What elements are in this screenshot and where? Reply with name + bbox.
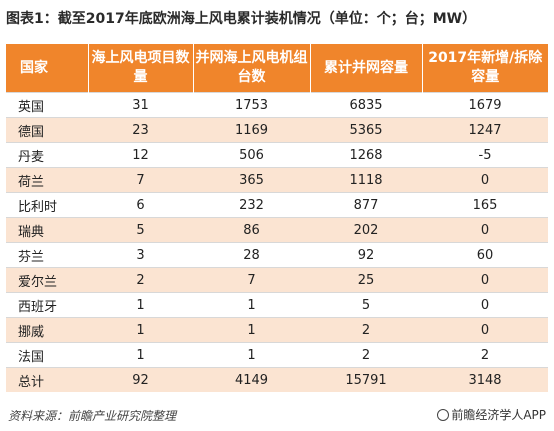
cell-2017-change: 0 [422, 217, 548, 243]
cell-2017-change: 165 [422, 192, 548, 218]
cell-cumulative-capacity: 25 [310, 267, 422, 293]
cell-cumulative-capacity: 1118 [310, 167, 422, 193]
cell-country: 法国 [6, 342, 88, 368]
cell-project-count: 12 [88, 142, 193, 168]
cell-cumulative-capacity: 5 [310, 292, 422, 318]
cell-country: 西班牙 [6, 292, 88, 318]
cell-2017-change: 3148 [422, 367, 548, 392]
header-project-count: 海上风电项目数量 [88, 44, 194, 93]
cell-project-count: 1 [88, 342, 193, 368]
cell-turbine-count: 1753 [193, 92, 310, 118]
cell-country: 英国 [6, 92, 88, 118]
cell-cumulative-capacity: 6835 [310, 92, 422, 118]
cell-cumulative-capacity: 1268 [310, 142, 422, 168]
table-row: 爱尔兰 2 7 25 0 [6, 267, 548, 293]
brand: 前瞻经济学人APP [437, 406, 546, 423]
cell-cumulative-capacity: 877 [310, 192, 422, 218]
cell-2017-change: 1247 [422, 117, 548, 143]
header-country: 国家 [6, 44, 89, 93]
cell-2017-change: 0 [422, 167, 548, 193]
cell-2017-change: 1679 [422, 92, 548, 118]
table-row: 芬兰 3 28 92 60 [6, 242, 548, 268]
header-turbine-count: 并网海上风电机组台数 [193, 44, 311, 93]
cell-project-count: 5 [88, 217, 193, 243]
source-note: 资料来源：前瞻产业研究院整理 [8, 409, 177, 423]
cell-turbine-count: 4149 [193, 367, 310, 392]
cell-turbine-count: 1 [193, 292, 310, 318]
table-row: 德国 23 1169 5365 1247 [6, 117, 548, 143]
table-row: 荷兰 7 365 1118 0 [6, 167, 548, 193]
cell-country: 荷兰 [6, 167, 88, 193]
table-row: 比利时 6 232 877 165 [6, 192, 548, 218]
circle-logo-icon [437, 409, 450, 421]
cell-turbine-count: 365 [193, 167, 310, 193]
table-row: 瑞典 5 86 202 0 [6, 217, 548, 243]
cell-turbine-count: 1 [193, 342, 310, 368]
cell-country: 爱尔兰 [6, 267, 88, 293]
cell-cumulative-capacity: 15791 [310, 367, 422, 392]
cell-turbine-count: 28 [193, 242, 310, 268]
table-row: 英国 31 1753 6835 1679 [6, 92, 548, 118]
cell-turbine-count: 232 [193, 192, 310, 218]
table-row: 西班牙 1 1 5 0 [6, 292, 548, 318]
header-2017-change: 2017年新增/拆除容量 [422, 44, 548, 93]
brand-label: 前瞻经济学人APP [451, 408, 546, 422]
cell-turbine-count: 7 [193, 267, 310, 293]
cell-turbine-count: 1 [193, 317, 310, 343]
cell-project-count: 1 [88, 292, 193, 318]
cell-project-count: 1 [88, 317, 193, 343]
header-cumulative-capacity: 累计并网容量 [310, 44, 423, 93]
cell-project-count: 2 [88, 267, 193, 293]
cell-2017-change: 2 [422, 342, 548, 368]
cell-country: 总计 [6, 367, 88, 392]
cell-cumulative-capacity: 92 [310, 242, 422, 268]
cell-country: 挪威 [6, 317, 88, 343]
cell-project-count: 23 [88, 117, 193, 143]
cell-project-count: 92 [88, 367, 193, 392]
table-row: 挪威 1 1 2 0 [6, 317, 548, 343]
cell-country: 比利时 [6, 192, 88, 218]
table-row: 丹麦 12 506 1268 -5 [6, 142, 548, 168]
cell-country: 芬兰 [6, 242, 88, 268]
table-row: 法国 1 1 2 2 [6, 342, 548, 368]
data-table: 国家 海上风电项目数量 并网海上风电机组台数 累计并网容量 2017年新增/拆除… [6, 44, 548, 392]
cell-project-count: 6 [88, 192, 193, 218]
cell-project-count: 3 [88, 242, 193, 268]
cell-cumulative-capacity: 2 [310, 342, 422, 368]
cell-turbine-count: 1169 [193, 117, 310, 143]
cell-2017-change: -5 [422, 142, 548, 168]
cell-2017-change: 0 [422, 317, 548, 343]
cell-2017-change: 0 [422, 267, 548, 293]
cell-turbine-count: 86 [193, 217, 310, 243]
cell-turbine-count: 506 [193, 142, 310, 168]
cell-country: 瑞典 [6, 217, 88, 243]
table-title: 图表1：截至2017年底欧洲海上风电累计装机情况（单位：个；台；MW） [6, 11, 477, 27]
cell-cumulative-capacity: 202 [310, 217, 422, 243]
cell-2017-change: 60 [422, 242, 548, 268]
table-total-row: 总计 92 4149 15791 3148 [6, 367, 548, 392]
cell-2017-change: 0 [422, 292, 548, 318]
cell-cumulative-capacity: 5365 [310, 117, 422, 143]
cell-cumulative-capacity: 2 [310, 317, 422, 343]
cell-country: 丹麦 [6, 142, 88, 168]
table-header-row: 国家 海上风电项目数量 并网海上风电机组台数 累计并网容量 2017年新增/拆除… [6, 44, 548, 93]
cell-project-count: 31 [88, 92, 193, 118]
cell-project-count: 7 [88, 167, 193, 193]
cell-country: 德国 [6, 117, 88, 143]
